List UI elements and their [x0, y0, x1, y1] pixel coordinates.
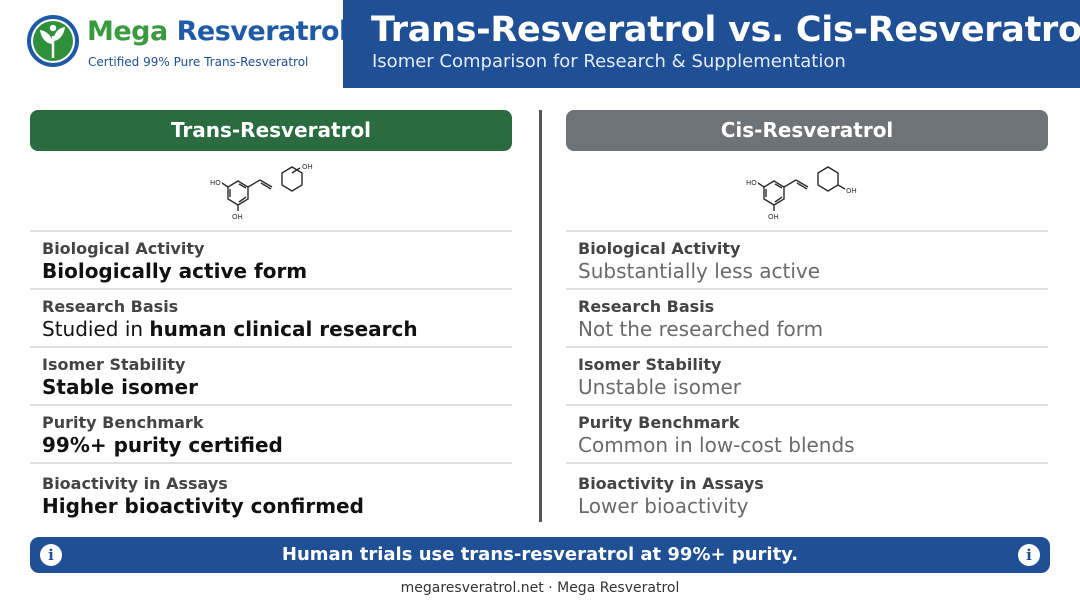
row-label: Bioactivity in Assays	[42, 474, 228, 493]
row-label: Biological Activity	[578, 239, 741, 258]
info-icon: i	[1018, 544, 1040, 566]
row-label: Biological Activity	[42, 239, 205, 258]
row-label: Research Basis	[42, 297, 179, 316]
row-label: Isomer Stability	[578, 355, 722, 374]
trans-column-heading: Trans-Resveratrol	[30, 110, 512, 151]
row-label: Research Basis	[578, 297, 715, 316]
row-label: Purity Benchmark	[578, 413, 740, 432]
brand-name-mega: Mega	[87, 16, 168, 47]
row-value-bold: Higher bioactivity confirmed	[42, 494, 364, 518]
info-icon: i	[40, 544, 62, 566]
row-value-bold: Biologically active form	[42, 259, 308, 283]
trans-rows: Biological Activity Biologically active …	[30, 230, 512, 522]
trans-top-oh-label: OH	[302, 163, 313, 171]
info-banner: Human trials use trans-resveratrol at 99…	[30, 537, 1050, 573]
row-value-plain: Studied in	[42, 317, 150, 341]
cis-column: Cis-Resveratrol OH HO OH Biological Acti…	[566, 110, 1048, 518]
row-value: Substantially less active	[578, 259, 821, 283]
row-label: Bioactivity in Assays	[578, 474, 764, 493]
row-value: Not the researched form	[578, 317, 824, 341]
banner-text: Human trials use trans-resveratrol at 99…	[281, 544, 799, 565]
cis-left-ho-label: HO	[746, 179, 757, 187]
row-label: Isomer Stability	[42, 355, 186, 374]
trans-bottom-oh-label: OH	[232, 213, 243, 221]
footer-credit[interactable]: megaresveratrol.net · Mega Resveratrol	[400, 580, 680, 596]
row-value: Common in low-cost blends	[578, 433, 855, 457]
header: Mega Resveratrol Certified 99% Pure Tran…	[0, 0, 1080, 88]
cis-molecule-icon: OH HO OH	[746, 166, 857, 221]
brand-logo-icon	[27, 15, 79, 67]
page-subtitle: Isomer Comparison for Research & Supplem…	[372, 51, 846, 72]
row-value-bold: human clinical research	[149, 317, 418, 341]
cis-column-heading: Cis-Resveratrol	[566, 110, 1048, 151]
row-value: Higher bioactivity confirmed	[42, 494, 364, 518]
table-row: Research Basis Studied in human clinical…	[30, 288, 512, 346]
brand-tagline: Certified 99% Pure Trans-Resveratrol	[88, 55, 309, 69]
row-value-bold: 99%+ purity certified	[42, 433, 283, 457]
table-row: Biological Activity Substantially less a…	[566, 230, 1048, 288]
table-row: Bioactivity in Assays Lower bioactivity	[566, 462, 1048, 522]
table-row: Research Basis Not the researched form	[566, 288, 1048, 346]
table-row: Isomer Stability Unstable isomer	[566, 346, 1048, 404]
table-row: Purity Benchmark 99%+ purity certified	[30, 404, 512, 462]
brand-name-resveratrol: Resveratrol	[176, 16, 349, 47]
cis-rows: Biological Activity Substantially less a…	[566, 230, 1048, 522]
table-row: Purity Benchmark Common in low-cost blen…	[566, 404, 1048, 462]
row-value: Biologically active form	[42, 259, 307, 283]
table-row: Biological Activity Biologically active …	[30, 230, 512, 288]
row-value: Stable isomer	[42, 375, 198, 399]
title-band: Trans-Resveratrol vs. Cis-Resveratrol Is…	[343, 0, 1080, 88]
cis-right-oh-label: OH	[846, 187, 857, 195]
column-divider	[539, 110, 542, 522]
brand-name: Mega Resveratrol	[87, 16, 348, 47]
trans-left-ho-label: HO	[210, 179, 221, 187]
row-value-bold: Stable isomer	[42, 375, 198, 399]
trans-column: Trans-Resveratrol OH HO OH Biological Ac…	[30, 110, 512, 518]
cis-bottom-oh-label: OH	[768, 213, 779, 221]
trans-molecule-icon: OH HO OH	[210, 163, 313, 221]
page-title: Trans-Resveratrol vs. Cis-Resveratrol	[371, 10, 1080, 50]
row-value: Studied in human clinical research	[42, 317, 418, 341]
table-row: Isomer Stability Stable isomer	[30, 346, 512, 404]
row-value: Lower bioactivity	[578, 494, 749, 518]
row-value: Unstable isomer	[578, 375, 741, 399]
row-label: Purity Benchmark	[42, 413, 204, 432]
logo-area: Mega Resveratrol Certified 99% Pure Tran…	[0, 0, 348, 88]
row-value: 99%+ purity certified	[42, 433, 283, 457]
table-row: Bioactivity in Assays Higher bioactivity…	[30, 462, 512, 522]
